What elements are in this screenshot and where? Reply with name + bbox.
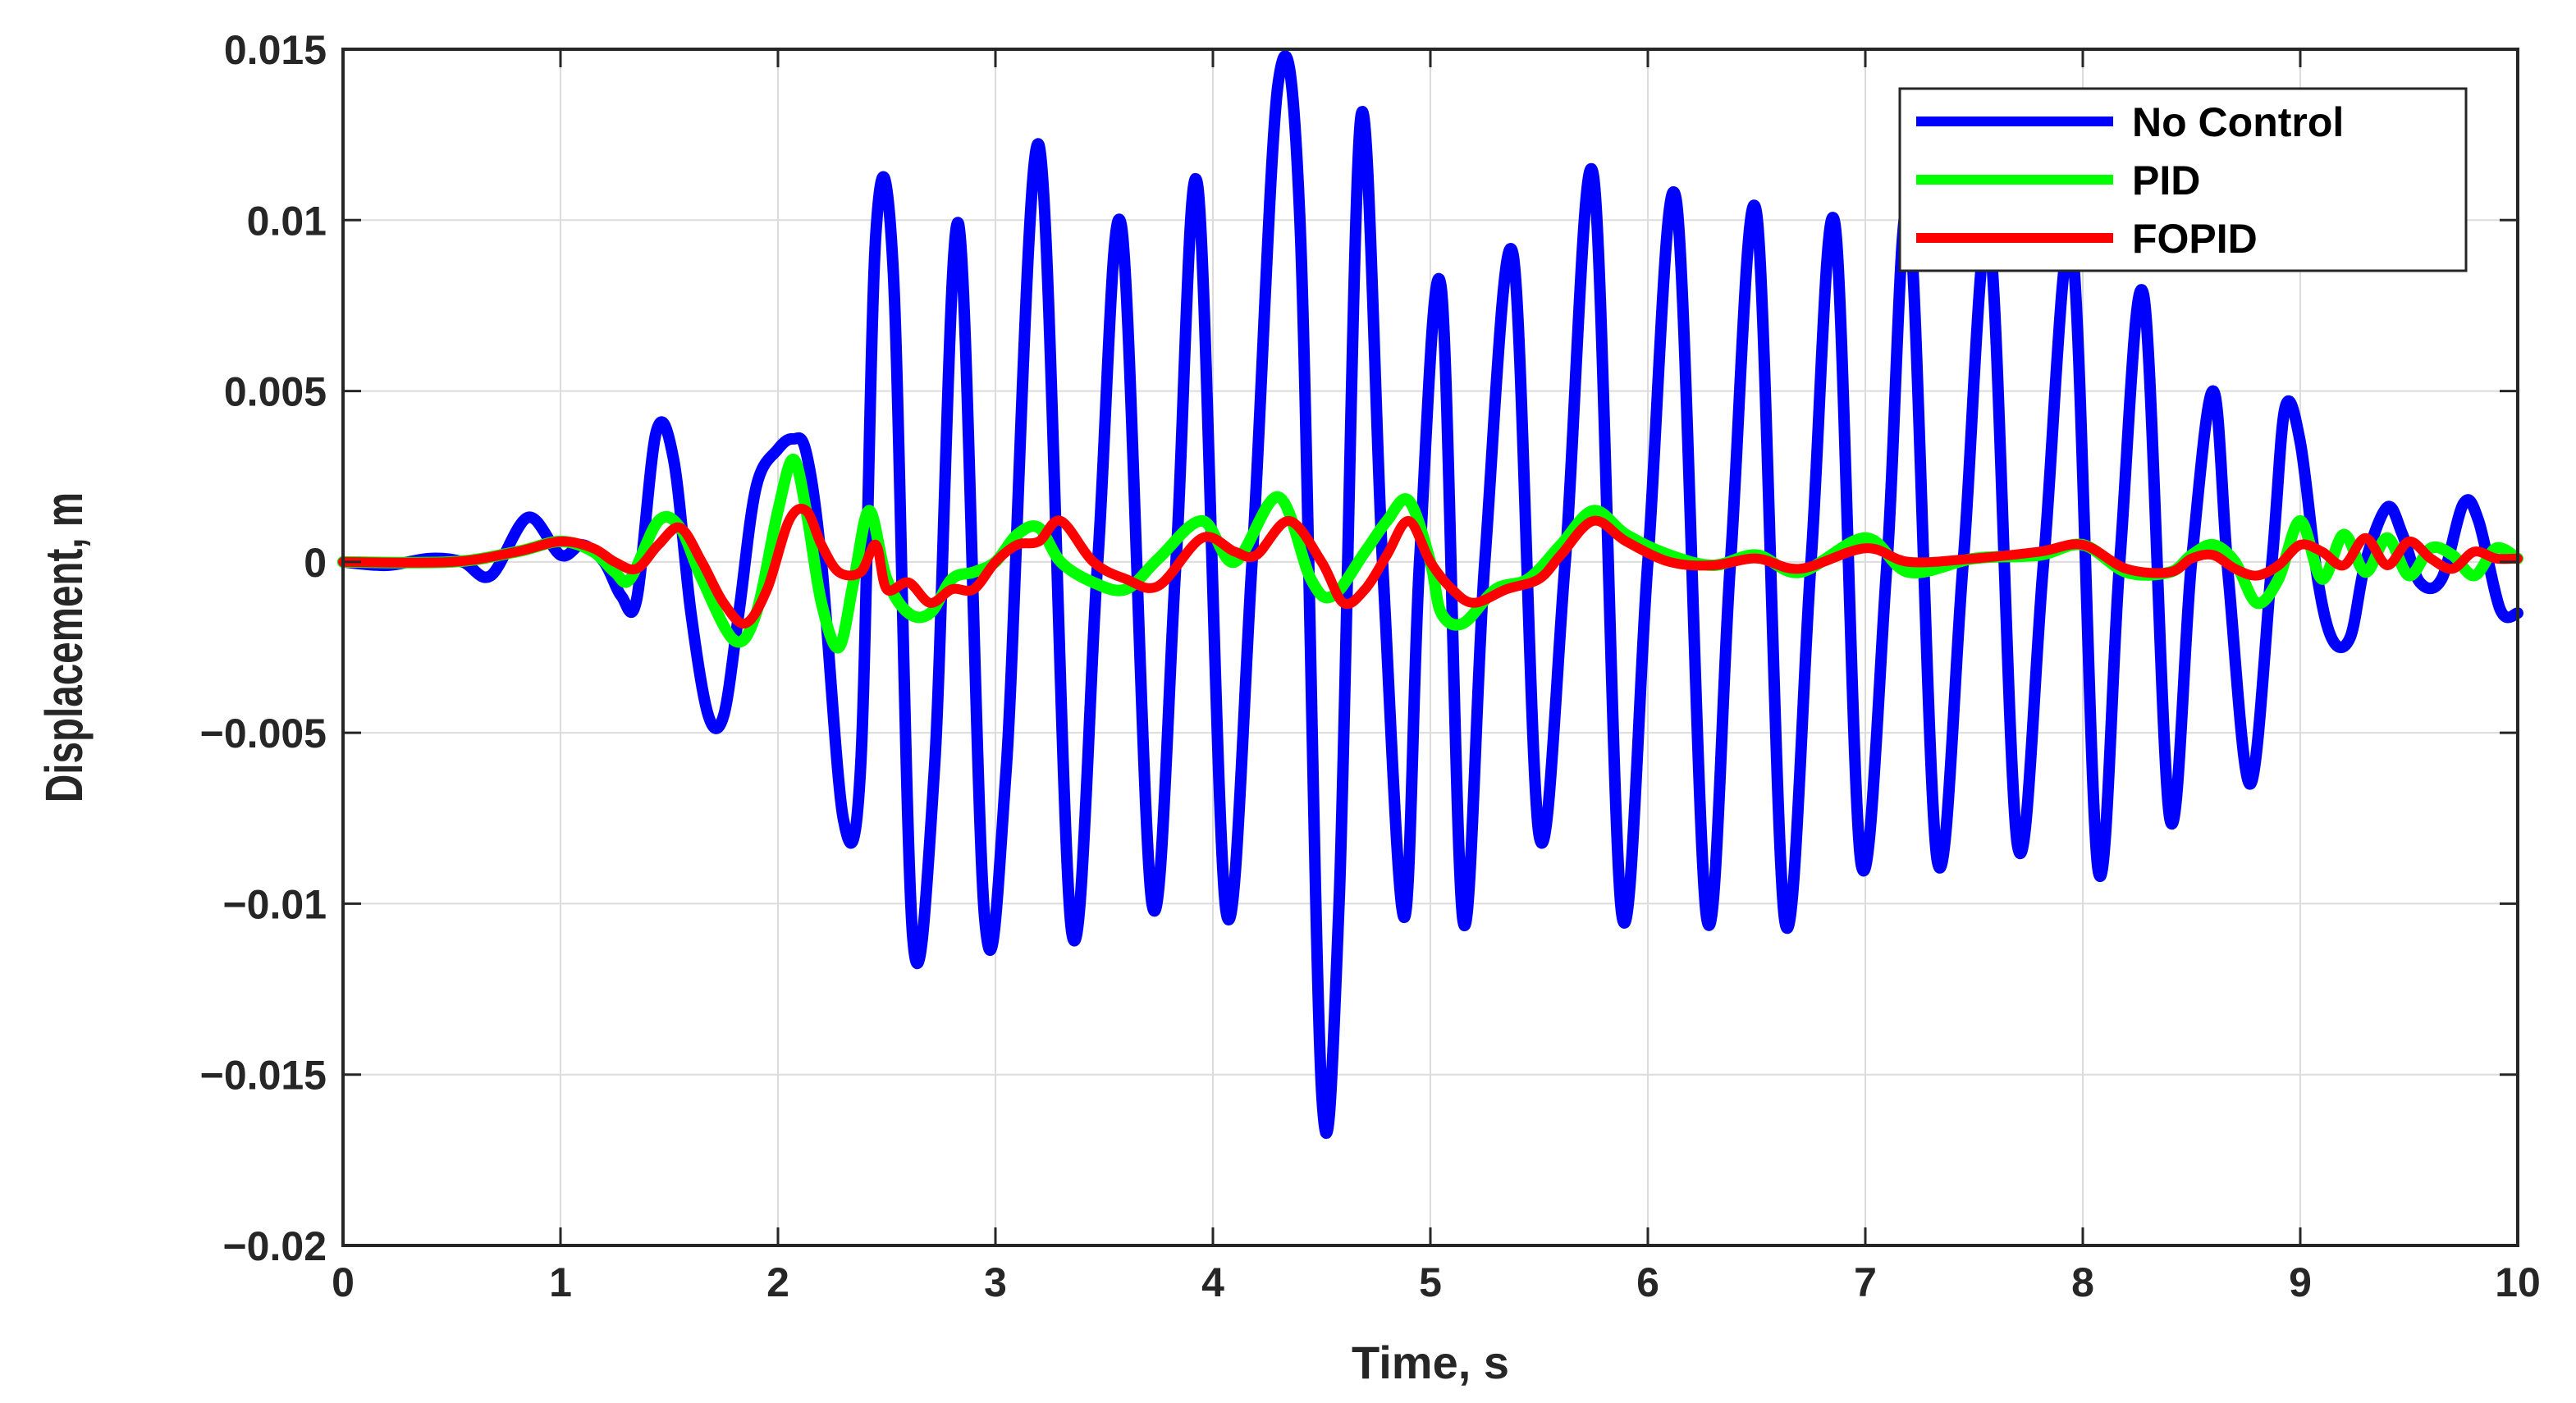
x-tick-label: 7: [1854, 1259, 1877, 1305]
x-tick-label: 4: [1201, 1259, 1224, 1305]
x-tick-label: 1: [549, 1259, 572, 1305]
legend-label-pid: PID: [2132, 158, 2200, 203]
y-tick-label: 0.01: [247, 198, 327, 244]
x-tick-label: 8: [2071, 1259, 2094, 1305]
y-tick-label: −0.005: [200, 711, 327, 756]
y-tick-label: 0.005: [224, 369, 327, 415]
y-tick-label: −0.015: [200, 1053, 327, 1099]
y-tick-label: −0.01: [222, 881, 327, 927]
x-tick-label: 6: [1636, 1259, 1659, 1305]
y-tick-label: 0.015: [224, 27, 327, 73]
legend-label-fopid: FOPID: [2132, 216, 2258, 262]
x-tick-label: 2: [766, 1259, 789, 1305]
legend: No Control PID FOPID: [1900, 89, 2466, 271]
x-tick-label: 9: [2289, 1259, 2312, 1305]
x-tick-label: 5: [1419, 1259, 1442, 1305]
x-axis-label: Time, s: [1352, 1337, 1509, 1388]
y-tick-label: −0.02: [222, 1223, 327, 1269]
legend-label-no-control: No Control: [2132, 99, 2344, 145]
y-axis-label: Displacement, m: [34, 492, 94, 802]
x-tick-label: 0: [332, 1259, 355, 1305]
x-tick-label: 3: [984, 1259, 1007, 1305]
y-tick-label: 0: [304, 540, 327, 586]
x-tick-label: 10: [2495, 1259, 2541, 1305]
